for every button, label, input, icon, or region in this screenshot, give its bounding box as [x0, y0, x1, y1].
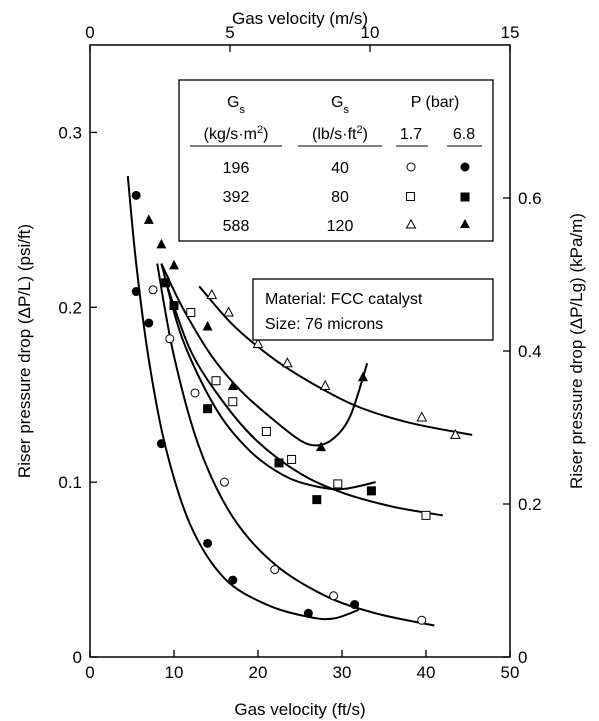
filled-circle-marker — [132, 191, 141, 200]
filled-square-marker — [203, 404, 212, 413]
filled-square-marker — [275, 458, 284, 467]
filled-circle-marker — [228, 576, 237, 585]
x-bottom-tick-label: 40 — [417, 663, 436, 682]
legend-row-si: 196 — [223, 160, 250, 177]
open-square-marker — [334, 480, 342, 488]
y-left-axis-title: Riser pressure drop (ΔP/L) (psi/ft) — [15, 224, 34, 478]
open-circle-marker — [166, 335, 174, 343]
legend-row-eng: 40 — [331, 160, 349, 177]
open-triangle-marker — [417, 412, 426, 421]
material-annotation: Material: FCC catalyst Size: 76 microns — [253, 279, 493, 340]
x-bottom-tick-label: 20 — [249, 663, 268, 682]
open-square-marker — [422, 511, 430, 519]
legend-marker-filled-circle — [461, 163, 470, 172]
filled-square-marker — [170, 301, 179, 310]
filled-triangle-marker — [358, 372, 368, 382]
open-square-marker — [187, 309, 195, 317]
x-bottom-tick-label: 0 — [85, 663, 94, 682]
legend-row-eng: 120 — [327, 218, 354, 235]
open-circle-marker — [149, 286, 157, 294]
data-markers — [132, 191, 460, 624]
open-circle-marker — [191, 389, 199, 397]
filled-triangle-marker — [169, 260, 179, 270]
filled-triangle-marker — [203, 321, 213, 331]
legend-row-si: 588 — [223, 218, 250, 235]
fit-curves — [128, 176, 472, 625]
legend-marker-open-square — [407, 193, 415, 201]
open-circle-marker — [330, 592, 338, 600]
open-circle-marker — [418, 616, 426, 624]
open-square-marker — [288, 455, 296, 463]
open-triangle-marker — [207, 290, 216, 299]
y-left-tick-label: 0.3 — [58, 123, 82, 142]
y-left-tick-label: 0.1 — [58, 473, 82, 492]
filled-circle-marker — [144, 319, 153, 328]
legend-marker-open-circle — [407, 163, 415, 171]
filled-triangle-marker — [156, 239, 166, 249]
filled-circle-marker — [203, 539, 212, 548]
filled-square-marker — [367, 486, 376, 495]
open-triangle-marker — [321, 381, 330, 390]
y-right-tick-label: 0.2 — [518, 495, 542, 514]
legend-pressure-low: 1.7 — [400, 126, 422, 143]
legend-row-eng: 80 — [331, 189, 349, 206]
filled-square-marker — [161, 278, 170, 287]
open-triangle-marker — [283, 358, 292, 367]
open-square-marker — [229, 398, 237, 406]
open-square-marker — [212, 377, 220, 385]
y-right-tick-label: 0.4 — [518, 342, 542, 361]
filled-circle-marker — [157, 439, 166, 448]
legend-row-si: 392 — [223, 189, 250, 206]
y-right-tick-label: 0 — [518, 648, 527, 667]
y-left-tick-label: 0.2 — [58, 298, 82, 317]
y-left-tick-label: 0 — [73, 648, 82, 667]
legend-marker-filled-square — [461, 193, 470, 202]
filled-circle-marker — [132, 287, 141, 296]
filled-triangle-marker — [144, 214, 154, 224]
legend-table: Gs Gs P (bar) (kg/s·m2) (lb/s·ft2) 1.7 6… — [179, 80, 493, 241]
legend-header-pressure: P (bar) — [411, 94, 460, 111]
open-circle-marker — [220, 478, 228, 486]
y-right-tick-label: 0.6 — [518, 189, 542, 208]
filled-square-marker — [312, 495, 321, 504]
x-bottom-tick-label: 50 — [501, 663, 520, 682]
x-bottom-axis-title: Gas velocity (ft/s) — [234, 700, 365, 719]
open-square-marker — [262, 427, 270, 435]
open-triangle-marker — [224, 308, 233, 317]
x-top-tick-label: 15 — [501, 23, 520, 42]
filled-circle-marker — [304, 609, 313, 618]
annotation-size: Size: 76 microns — [265, 316, 383, 333]
open-circle-marker — [271, 566, 279, 574]
x-bottom-tick-label: 10 — [165, 663, 184, 682]
x-top-tick-label: 0 — [85, 23, 94, 42]
x-top-axis-title: Gas velocity (m/s) — [232, 9, 368, 28]
x-bottom-tick-label: 30 — [333, 663, 352, 682]
y-right-axis-title: Riser pressure drop (ΔP/Lg) (kPa/m) — [567, 213, 586, 489]
annotation-material: Material: FCC catalyst — [265, 291, 423, 308]
legend-pressure-high: 6.8 — [453, 126, 475, 143]
filled-circle-marker — [350, 600, 359, 609]
